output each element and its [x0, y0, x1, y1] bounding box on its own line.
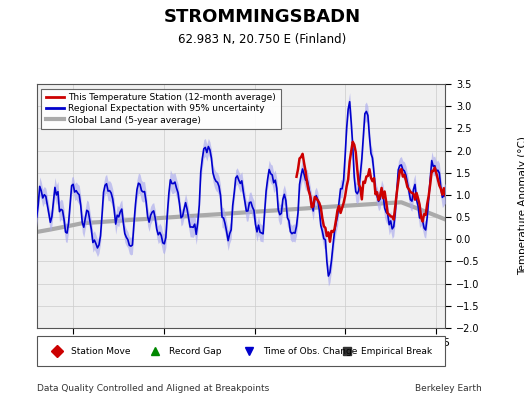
Text: Station Move: Station Move	[71, 346, 130, 356]
Text: Empirical Break: Empirical Break	[361, 346, 432, 356]
Text: Record Gap: Record Gap	[169, 346, 221, 356]
Legend: This Temperature Station (12-month average), Regional Expectation with 95% uncer: This Temperature Station (12-month avera…	[41, 88, 280, 129]
Text: Data Quality Controlled and Aligned at Breakpoints: Data Quality Controlled and Aligned at B…	[37, 384, 269, 393]
Text: Time of Obs. Change: Time of Obs. Change	[263, 346, 357, 356]
Text: 62.983 N, 20.750 E (Finland): 62.983 N, 20.750 E (Finland)	[178, 33, 346, 46]
Text: Berkeley Earth: Berkeley Earth	[416, 384, 482, 393]
Y-axis label: Temperature Anomaly (°C): Temperature Anomaly (°C)	[518, 136, 524, 276]
Text: STROMMINGSBADN: STROMMINGSBADN	[163, 8, 361, 26]
FancyBboxPatch shape	[37, 336, 445, 366]
